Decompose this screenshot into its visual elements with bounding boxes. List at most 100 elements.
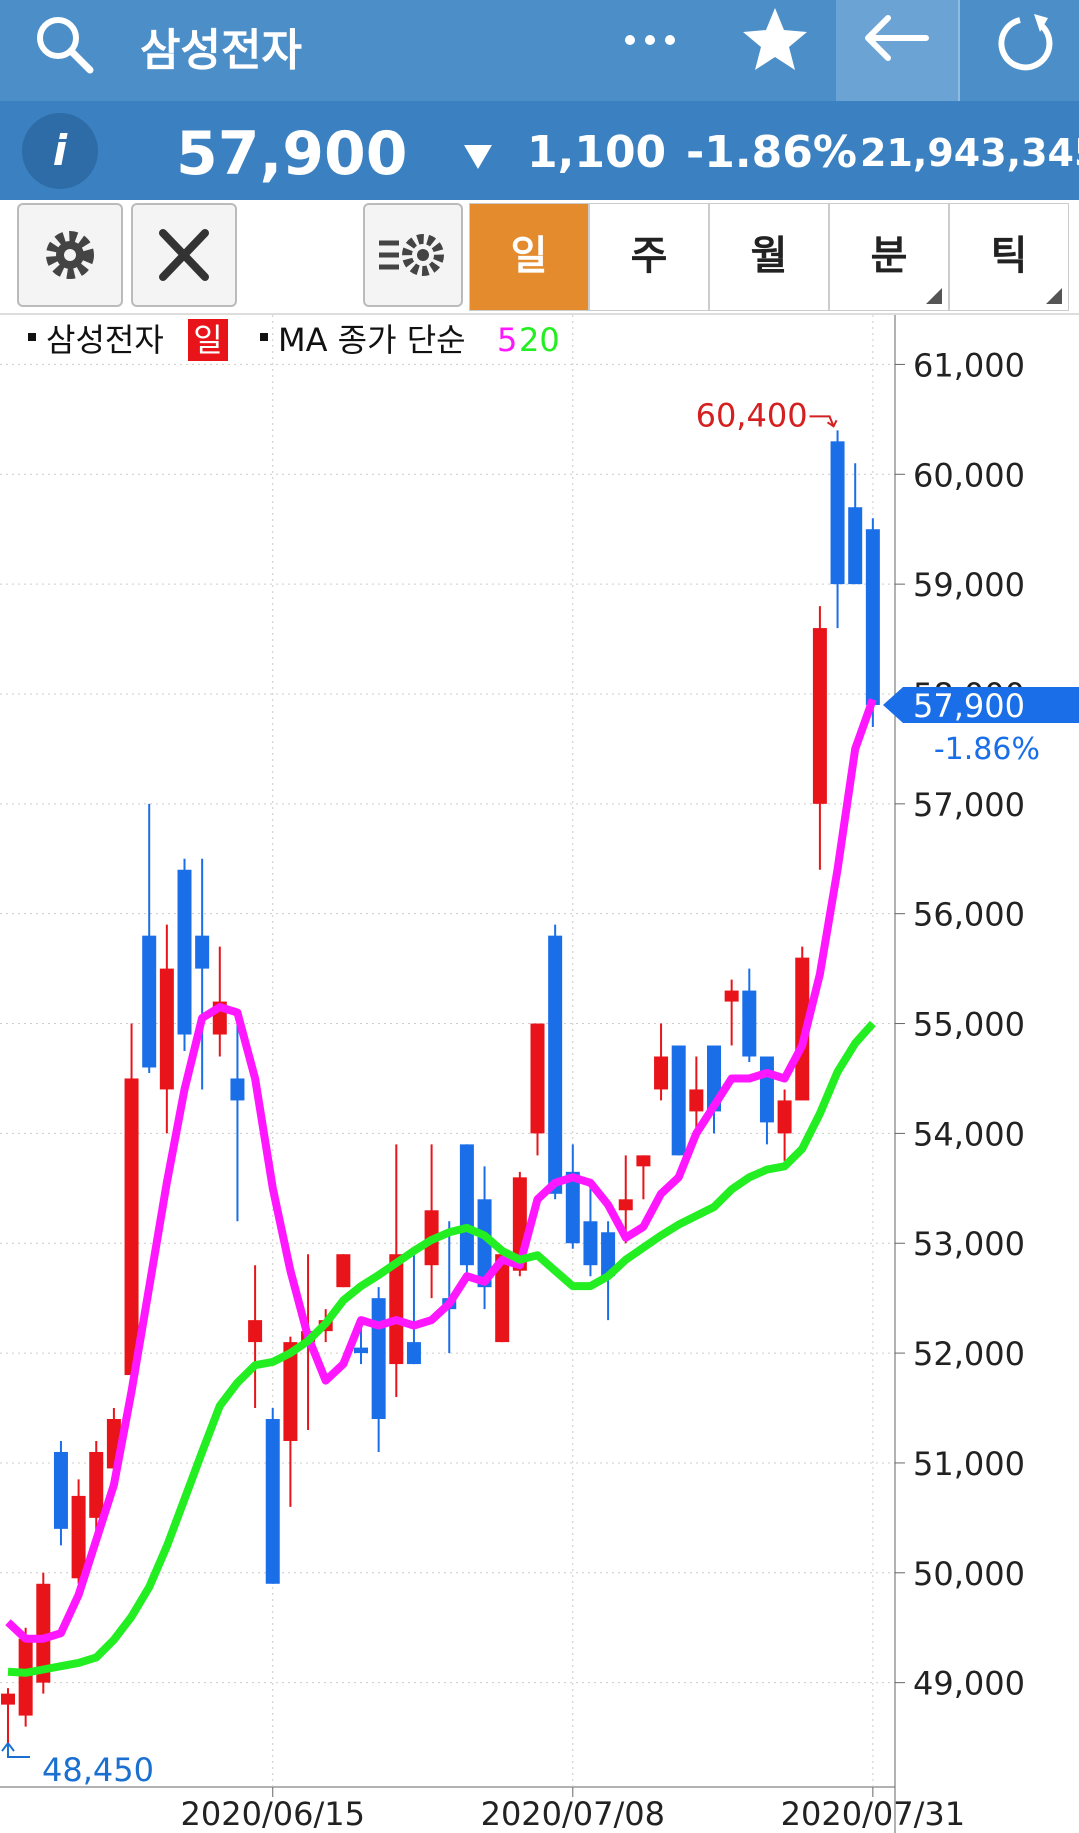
- candle-body: [477, 1199, 492, 1288]
- period-tab[interactable]: 주: [589, 203, 709, 311]
- candle-body: [654, 1056, 669, 1090]
- y-tick-label: 54,000: [913, 1115, 1025, 1153]
- candle-body: [195, 935, 210, 969]
- legend-entry: 5: [497, 321, 517, 359]
- y-tick-label: 61,000: [913, 346, 1025, 384]
- x-tick-label: 2020/07/08: [481, 1795, 665, 1833]
- ma-line: [7, 1020, 876, 1677]
- search-icon[interactable]: [30, 10, 100, 80]
- x-tick-label: 2020/06/15: [181, 1795, 365, 1833]
- quote-bar: i 57,900 1,100 -1.86% 21,943,345: [0, 101, 1079, 200]
- period-tab[interactable]: 틱: [949, 203, 1069, 311]
- candle-body: [618, 1199, 633, 1211]
- candle-body: [671, 1045, 686, 1156]
- candle-body: [830, 441, 845, 585]
- candle-body: [354, 1347, 368, 1354]
- legend-entry: 20: [519, 321, 560, 359]
- max-label: 60,400: [696, 396, 808, 434]
- stock-title: 삼성전자: [140, 25, 302, 76]
- down-arrow: [464, 145, 492, 169]
- y-tick-label: 59,000: [913, 566, 1025, 604]
- candle-body: [742, 990, 757, 1057]
- corner-mark: [1046, 288, 1062, 304]
- y-tick-label: 49,000: [913, 1665, 1025, 1703]
- tools-icon: [159, 229, 209, 281]
- candle-body: [230, 1078, 245, 1101]
- gear-icon: [46, 231, 94, 279]
- candle-body: [53, 1451, 68, 1529]
- settings-button[interactable]: [17, 203, 123, 307]
- last-price-box: [883, 686, 1079, 723]
- candle-body: [248, 1320, 263, 1343]
- candle-body: [71, 1495, 86, 1579]
- last-price-label: 57,900: [913, 687, 1025, 725]
- ma-line: [5, 698, 877, 1643]
- info-icon[interactable]: i: [22, 113, 98, 189]
- y-tick-label: 50,000: [913, 1555, 1025, 1593]
- legend-period: 일: [193, 321, 222, 359]
- candle-body: [265, 1419, 280, 1584]
- candle-body: [18, 1638, 33, 1716]
- candle-body: [1, 1693, 15, 1705]
- back-icon: [865, 15, 929, 61]
- change: 1,100: [527, 127, 667, 178]
- back-button[interactable]: [836, 0, 958, 101]
- period-tab[interactable]: 월: [709, 203, 829, 311]
- candle-body: [583, 1221, 598, 1266]
- candle-body: [724, 990, 739, 1002]
- legend-square: [28, 333, 36, 341]
- candle-body: [36, 1583, 51, 1683]
- candle-body: [812, 628, 827, 804]
- top-bar: 삼성전자: [0, 0, 1079, 101]
- candle-body: [495, 1254, 510, 1343]
- candle-body: [406, 1342, 421, 1365]
- y-tick-label: 55,000: [913, 1006, 1025, 1044]
- y-tick-label: 52,000: [913, 1335, 1025, 1373]
- candle-body: [177, 869, 192, 1035]
- y-tick-label: 60,000: [913, 456, 1025, 494]
- candle-body: [759, 1056, 774, 1123]
- candle-body: [459, 1144, 474, 1266]
- y-tick-label: 51,000: [913, 1445, 1025, 1483]
- indicator-button[interactable]: [363, 203, 463, 307]
- corner-mark: [926, 288, 942, 304]
- candle-body: [389, 1254, 404, 1365]
- candle-body: [371, 1298, 386, 1419]
- candle-body: [777, 1100, 792, 1134]
- legend-period-box: [188, 319, 228, 361]
- candle-body: [530, 1023, 545, 1134]
- x-tick-label: 2020/07/31: [781, 1795, 965, 1833]
- legend-square: [260, 333, 268, 341]
- candle-body: [689, 1089, 704, 1112]
- chart: 49,000 50,000 51,000 52,000 53,000 54,000 55,0…: [0, 313, 1079, 1833]
- candle-body: [865, 529, 880, 705]
- candle-body: [124, 1078, 139, 1376]
- price: 57,900: [176, 119, 408, 189]
- volume: 21,943,345: [860, 131, 1079, 175]
- favorite-icon[interactable]: [740, 5, 810, 75]
- candle-body: [336, 1254, 351, 1288]
- tools-button[interactable]: [131, 203, 237, 307]
- last-change-label: -1.86%: [934, 732, 1040, 767]
- period-tab[interactable]: 일: [469, 203, 589, 311]
- refresh-icon[interactable]: [990, 8, 1060, 78]
- y-tick-label: 56,000: [913, 896, 1025, 934]
- min-label: 48,450: [42, 1751, 154, 1789]
- period-tab[interactable]: 분: [829, 203, 949, 311]
- min-arrow: [1, 1742, 30, 1759]
- max-arrow: [809, 415, 838, 428]
- candle-body: [565, 1171, 580, 1244]
- candle-body: [548, 935, 563, 1194]
- candle-body: [142, 935, 157, 1068]
- divider: [958, 0, 960, 101]
- candle-body: [89, 1451, 104, 1518]
- candle-body: [159, 968, 174, 1090]
- more-icon[interactable]: [620, 25, 680, 55]
- candle-body: [636, 1155, 651, 1167]
- list-gear-icon: [379, 234, 444, 276]
- legend-ma: MA 종가 단순: [278, 321, 466, 359]
- candle-body: [601, 1232, 616, 1277]
- y-tick-label: 57,000: [913, 786, 1025, 824]
- change-pct: -1.86%: [686, 127, 857, 178]
